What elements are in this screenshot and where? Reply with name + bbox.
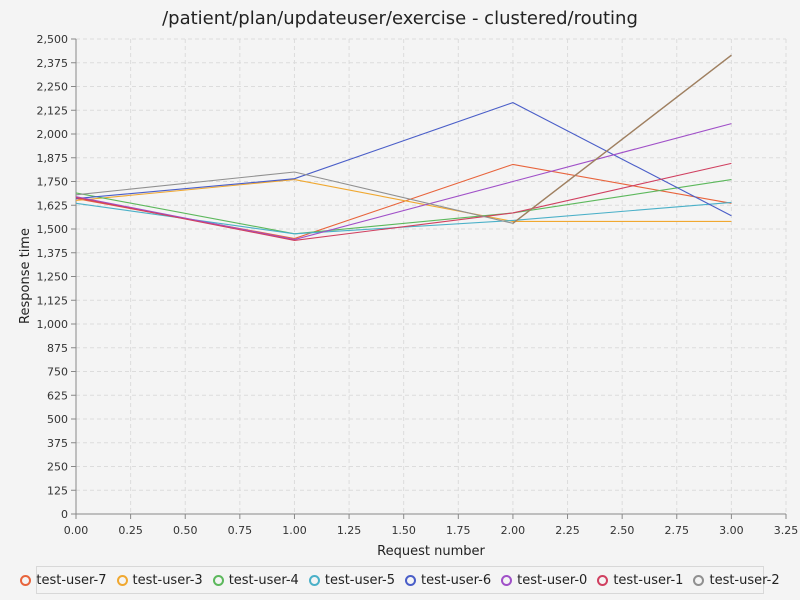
y-tick-label: 1,000 xyxy=(37,318,69,331)
legend-marker-icon xyxy=(405,574,416,586)
legend-marker-icon xyxy=(116,574,128,586)
legend-item-test-user-6[interactable]: test-user-6 xyxy=(405,573,491,588)
legend-label: test-user-2 xyxy=(709,572,780,588)
legend-marker-icon xyxy=(308,574,320,586)
legend-marker-icon xyxy=(693,574,705,586)
legend-marker-icon xyxy=(20,574,32,586)
legend-item-test-user-2[interactable]: test-user-2 xyxy=(693,572,780,588)
y-tick-label: 0 xyxy=(61,508,68,521)
x-tick-label: 1.00 xyxy=(282,524,307,537)
y-tick-label: 1,625 xyxy=(37,199,69,212)
chart-legend: test-user-7 test-user-3 test-user-4 test-us… xyxy=(20,566,780,594)
y-tick-label: 1,500 xyxy=(37,223,69,236)
legend-label: test-user-5 xyxy=(324,572,395,588)
legend-marker-icon xyxy=(597,574,609,586)
x-tick-label: 3.00 xyxy=(719,524,744,537)
y-tick-label: 125 xyxy=(47,484,68,497)
legend-label: test-user-3 xyxy=(132,572,203,588)
y-tick-label: 2,500 xyxy=(37,33,69,46)
x-tick-label: 1.75 xyxy=(446,524,471,537)
legend-label: test-user-4 xyxy=(228,572,299,588)
y-tick-label: 1,250 xyxy=(37,271,69,284)
series-line-test-user-1 xyxy=(75,162,732,241)
y-tick-label: 2,250 xyxy=(37,81,69,94)
x-tick-label: 0.50 xyxy=(173,524,198,537)
y-tick-label: 625 xyxy=(47,389,68,402)
x-axis-ticks: 0.00 0.25 0.50 0.75 1.00 1.25 1.50 1.75 2.00 2.25… xyxy=(64,514,799,537)
y-axis-label: Response time xyxy=(18,228,33,324)
y-tick-label: 2,375 xyxy=(37,57,69,70)
legend-item-test-user-0[interactable]: test-user-0 xyxy=(501,573,587,588)
legend-label: test-user-7 xyxy=(36,572,107,588)
legend-item-test-user-4[interactable]: test-user-4 xyxy=(212,572,299,588)
chart-title: /patient/plan/updateuser/exercise - clus… xyxy=(162,8,638,29)
x-tick-label: 2.00 xyxy=(501,524,526,537)
legend-label: test-user-0 xyxy=(517,572,588,588)
grid-lines xyxy=(75,38,787,515)
series-lines xyxy=(75,54,732,241)
x-tick-label: 1.25 xyxy=(337,524,362,537)
y-tick-label: 375 xyxy=(47,437,68,450)
y-tick-label: 875 xyxy=(47,342,68,355)
series-line-test-user-0 xyxy=(75,123,732,241)
legend-item-test-user-7[interactable]: test-user-7 xyxy=(20,572,107,588)
y-tick-label: 500 xyxy=(47,413,68,426)
series-line-test-user-3 xyxy=(75,179,732,222)
legend-item-test-user-3[interactable]: test-user-3 xyxy=(116,572,203,588)
y-tick-label: 750 xyxy=(47,366,68,379)
legend-label: test-user-6 xyxy=(421,572,492,588)
x-tick-label: 0.25 xyxy=(118,524,143,537)
y-tick-label: 1,375 xyxy=(37,247,69,260)
y-tick-label: 250 xyxy=(47,461,68,474)
series-line-test-user-6 xyxy=(75,102,732,217)
y-tick-label: 2,000 xyxy=(37,128,69,141)
y-axis-ticks: 0 125 250 375 500 625 750 875 1,000 1,125 1,250 1,3… xyxy=(37,33,76,521)
series-line-test-user-4 xyxy=(75,179,732,235)
x-axis-label: Request number xyxy=(377,544,485,559)
x-tick-label: 2.25 xyxy=(555,524,580,537)
x-tick-label: 3.25 xyxy=(774,524,799,537)
x-tick-label: 0.00 xyxy=(64,524,89,537)
series-line-overlap xyxy=(512,54,732,224)
y-tick-label: 2,125 xyxy=(37,104,69,117)
legend-marker-icon xyxy=(212,574,224,586)
legend-label: test-user-1 xyxy=(613,572,684,588)
y-tick-label: 1,875 xyxy=(37,152,69,165)
x-tick-label: 2.50 xyxy=(610,524,635,537)
legend-item-test-user-1[interactable]: test-user-1 xyxy=(597,573,683,588)
x-tick-label: 1.50 xyxy=(391,524,416,537)
y-tick-label: 1,750 xyxy=(37,176,69,189)
legend-item-test-user-5[interactable]: test-user-5 xyxy=(308,572,395,588)
legend-marker-icon xyxy=(501,574,513,586)
y-tick-label: 1,125 xyxy=(37,294,69,307)
x-tick-label: 0.75 xyxy=(228,524,253,537)
x-tick-label: 2.75 xyxy=(665,524,690,537)
